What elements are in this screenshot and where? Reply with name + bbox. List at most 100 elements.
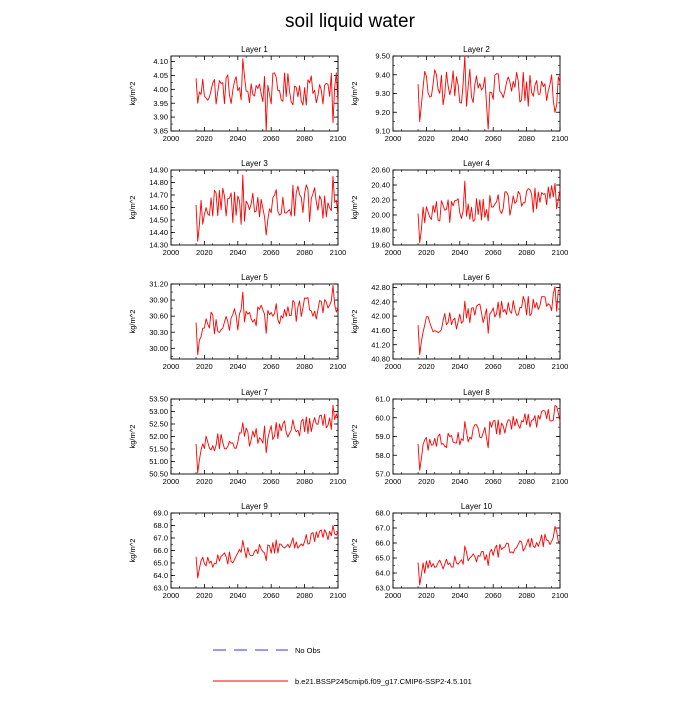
x-tick-label: 2060 bbox=[485, 248, 502, 257]
x-tick-label: 2100 bbox=[552, 248, 569, 257]
x-tick-label: 2080 bbox=[518, 248, 535, 257]
series-line bbox=[417, 55, 561, 130]
x-tick-label: 2040 bbox=[451, 134, 468, 143]
plot-frame bbox=[170, 55, 339, 132]
x-tick-label: 2040 bbox=[451, 362, 468, 371]
y-axis-label: kg/m^2 bbox=[350, 425, 359, 449]
y-tick-label: 14.40 bbox=[149, 228, 168, 237]
y-axis-label: kg/m^2 bbox=[350, 310, 359, 334]
x-tick-label: 2060 bbox=[485, 362, 502, 371]
y-tick-label: 3.85 bbox=[153, 127, 168, 136]
y-tick-label: 20.00 bbox=[371, 211, 390, 220]
x-tick-label: 2020 bbox=[418, 248, 435, 257]
y-tick-label: 42.00 bbox=[371, 312, 390, 321]
x-tick-label: 2040 bbox=[229, 134, 246, 143]
series-line bbox=[195, 285, 339, 356]
y-tick-label: 30.30 bbox=[149, 328, 168, 337]
y-tick-label: 60.0 bbox=[375, 413, 390, 422]
legend-series-label: b.e21.BSSP245cmip6.f09_g17.CMIP6-SSP2-4.… bbox=[295, 677, 472, 686]
chart-panel: Layer 6 2000 2020 2040 2060 2080 2100 40.80 41.2… bbox=[350, 273, 568, 371]
x-tick-label: 2080 bbox=[296, 248, 313, 257]
y-tick-label: 19.80 bbox=[371, 226, 390, 235]
x-tick-label: 2100 bbox=[552, 477, 569, 486]
x-tick-label: 2100 bbox=[330, 477, 347, 486]
y-tick-label: 31.20 bbox=[149, 280, 168, 289]
series-line bbox=[417, 526, 561, 586]
y-tick-label: 53.50 bbox=[149, 395, 168, 404]
x-tick-label: 2000 bbox=[385, 591, 402, 600]
x-tick-label: 2060 bbox=[263, 134, 280, 143]
y-tick-label: 14.60 bbox=[149, 203, 168, 212]
x-tick-label: 2020 bbox=[418, 591, 435, 600]
x-tick-label: 2000 bbox=[385, 134, 402, 143]
x-tick-label: 2040 bbox=[229, 591, 246, 600]
series-line bbox=[417, 180, 561, 244]
panel-title: Layer 1 bbox=[241, 45, 268, 54]
x-tick-label: 2100 bbox=[330, 248, 347, 257]
y-tick-label: 57.0 bbox=[375, 470, 390, 479]
y-axis-label: kg/m^2 bbox=[128, 425, 137, 449]
chart-panel: Layer 3 2000 2020 2040 2060 2080 2100 14.30 14.4… bbox=[128, 159, 346, 257]
y-tick-label: 9.40 bbox=[375, 70, 390, 79]
y-tick-label: 63.0 bbox=[375, 584, 390, 593]
x-tick-label: 2080 bbox=[296, 362, 313, 371]
y-axis-label: kg/m^2 bbox=[350, 82, 359, 106]
y-tick-label: 14.90 bbox=[149, 166, 168, 175]
y-tick-label: 4.05 bbox=[153, 71, 168, 80]
x-tick-label: 2020 bbox=[196, 477, 213, 486]
x-tick-label: 2040 bbox=[451, 591, 468, 600]
x-tick-label: 2080 bbox=[296, 591, 313, 600]
x-tick-label: 2080 bbox=[518, 362, 535, 371]
y-tick-label: 9.30 bbox=[375, 89, 390, 98]
y-tick-label: 4.00 bbox=[153, 85, 168, 94]
y-tick-label: 14.50 bbox=[149, 216, 168, 225]
plot-frame bbox=[392, 283, 561, 360]
plot-frame bbox=[392, 512, 561, 589]
x-tick-label: 2060 bbox=[263, 477, 280, 486]
y-tick-label: 64.0 bbox=[153, 571, 168, 580]
chart-panel: Layer 2 2000 2020 2040 2060 2080 2100 9.10 9.20 9… bbox=[350, 45, 568, 143]
series-line bbox=[195, 525, 339, 579]
x-tick-label: 2080 bbox=[518, 134, 535, 143]
panel-title: Layer 6 bbox=[463, 273, 490, 282]
x-tick-label: 2040 bbox=[229, 248, 246, 257]
x-tick-label: 2000 bbox=[385, 362, 402, 371]
y-tick-label: 9.20 bbox=[375, 108, 390, 117]
x-tick-label: 2020 bbox=[418, 362, 435, 371]
x-tick-label: 2020 bbox=[196, 134, 213, 143]
x-tick-label: 2000 bbox=[163, 248, 180, 257]
x-tick-label: 2000 bbox=[385, 248, 402, 257]
legend: No Obs b.e21.BSSP245cmip6.f09_g17.CMIP6-… bbox=[213, 646, 472, 686]
y-tick-label: 67.0 bbox=[153, 534, 168, 543]
series-line bbox=[417, 286, 561, 356]
panel-title: Layer 8 bbox=[463, 388, 490, 397]
y-axis-label: kg/m^2 bbox=[128, 82, 137, 106]
y-tick-label: 42.80 bbox=[371, 283, 390, 292]
y-axis-label: kg/m^2 bbox=[350, 539, 359, 563]
y-tick-label: 65.0 bbox=[375, 554, 390, 563]
x-tick-label: 2060 bbox=[263, 362, 280, 371]
y-tick-label: 20.40 bbox=[371, 181, 390, 190]
chart-panel: Layer 7 2000 2020 2040 2060 2080 2100 50.50 51.0… bbox=[128, 388, 346, 486]
x-tick-label: 2080 bbox=[518, 591, 535, 600]
y-tick-label: 41.60 bbox=[371, 326, 390, 335]
panel-title: Layer 2 bbox=[463, 45, 490, 54]
x-tick-label: 2080 bbox=[518, 477, 535, 486]
x-tick-label: 2000 bbox=[163, 591, 180, 600]
x-tick-label: 2100 bbox=[552, 134, 569, 143]
y-tick-label: 4.10 bbox=[153, 57, 168, 66]
y-tick-label: 30.90 bbox=[149, 296, 168, 305]
y-tick-label: 64.0 bbox=[375, 569, 390, 578]
chart-panel: Layer 1 2000 2020 2040 2060 2080 2100 3.85 3.90 3… bbox=[128, 45, 346, 143]
chart-panel: Layer 8 2000 2020 2040 2060 2080 2100 57.0 58.0 5… bbox=[350, 388, 568, 486]
x-tick-label: 2100 bbox=[330, 134, 347, 143]
x-tick-label: 2060 bbox=[263, 248, 280, 257]
series-line bbox=[195, 174, 339, 242]
plot-frame bbox=[392, 169, 561, 246]
x-tick-label: 2000 bbox=[163, 477, 180, 486]
y-tick-label: 50.50 bbox=[149, 470, 168, 479]
x-tick-label: 2000 bbox=[163, 134, 180, 143]
panel-title: Layer 7 bbox=[241, 388, 268, 397]
y-tick-label: 51.00 bbox=[149, 457, 168, 466]
